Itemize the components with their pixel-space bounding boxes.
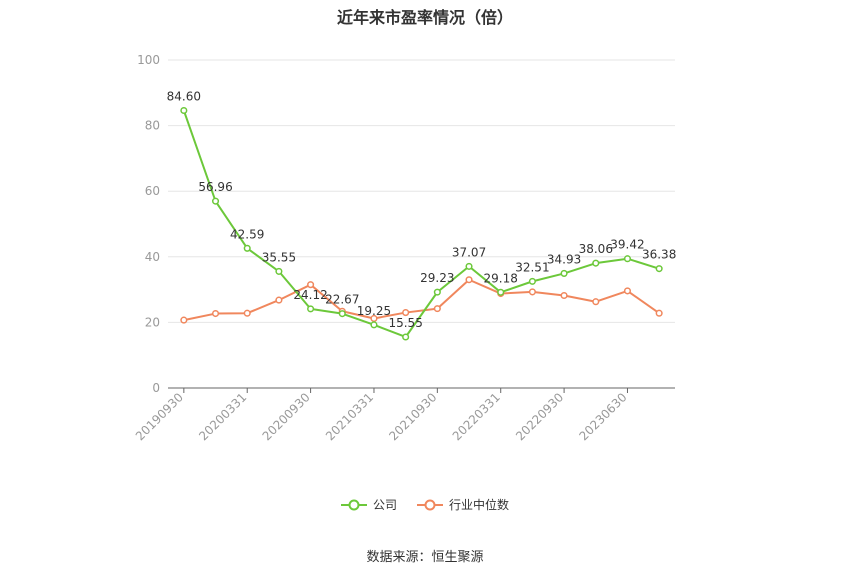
data-point-company bbox=[592, 259, 600, 267]
data-point-industry bbox=[275, 296, 283, 304]
data-label-company: 36.38 bbox=[642, 248, 676, 262]
data-label-company: 29.18 bbox=[484, 271, 518, 285]
data-label-company: 22.67 bbox=[325, 293, 359, 307]
data-point-industry bbox=[623, 287, 632, 295]
y-tick-label: 40 bbox=[145, 250, 160, 264]
data-point-company bbox=[211, 197, 220, 205]
data-label-company: 15.55 bbox=[388, 316, 422, 330]
data-label-company: 34.93 bbox=[547, 252, 581, 266]
x-tick-label: 20210930 bbox=[386, 390, 439, 443]
data-label-company: 42.59 bbox=[230, 227, 264, 241]
legend: 公司 行业中位数 bbox=[0, 496, 850, 513]
data-point-company bbox=[275, 267, 283, 275]
series-line-industry bbox=[183, 278, 660, 322]
data-point-company bbox=[180, 106, 188, 115]
data-point-company bbox=[433, 288, 441, 296]
data-point-industry bbox=[402, 309, 410, 317]
data-point-industry bbox=[560, 291, 568, 300]
data-point-company bbox=[370, 321, 378, 329]
data-point-industry bbox=[211, 309, 220, 318]
x-tick-label: 20200331 bbox=[196, 390, 249, 443]
data-point-company bbox=[465, 262, 473, 270]
legend-marker-industry bbox=[417, 499, 443, 510]
y-tick-label: 100 bbox=[137, 53, 160, 67]
legend-label-industry: 行业中位数 bbox=[449, 498, 510, 512]
x-tick-label: 20220331 bbox=[450, 390, 503, 443]
data-point-industry bbox=[433, 305, 441, 313]
legend-label-company: 公司 bbox=[372, 498, 397, 512]
data-point-company bbox=[560, 269, 568, 277]
data-label-company: 35.55 bbox=[262, 250, 296, 264]
x-tick-label: 20210331 bbox=[323, 390, 376, 443]
data-point-industry bbox=[370, 314, 378, 323]
data-point-industry bbox=[243, 309, 251, 317]
data-point-company bbox=[623, 255, 632, 263]
x-tick-label: 20220930 bbox=[513, 390, 566, 443]
y-tick-label: 0 bbox=[152, 381, 160, 395]
data-label-company: 84.60 bbox=[167, 90, 201, 104]
data-point-company bbox=[338, 310, 346, 318]
data-point-company bbox=[528, 277, 536, 285]
data-label-company: 32.51 bbox=[515, 260, 549, 274]
series-line-company bbox=[182, 110, 660, 338]
y-tick-label: 20 bbox=[145, 315, 160, 329]
data-label-company: 29.23 bbox=[420, 271, 454, 285]
data-point-industry bbox=[655, 309, 663, 317]
data-point-industry bbox=[180, 316, 188, 324]
data-point-company bbox=[402, 333, 410, 341]
data-label-company: 37.07 bbox=[452, 245, 486, 259]
data-point-industry bbox=[592, 298, 600, 306]
source-note: 数据来源：恒生聚源 bbox=[366, 550, 484, 565]
legend-item-company[interactable]: 公司 bbox=[340, 496, 397, 513]
chart-title: 近年来市盈率情况（倍） bbox=[336, 8, 513, 27]
data-label-company: 38.06 bbox=[579, 242, 613, 256]
data-point-company bbox=[307, 305, 315, 313]
legend-marker-company bbox=[340, 499, 367, 510]
data-label-company: 56.96 bbox=[198, 180, 232, 194]
x-tick-label: 20190930 bbox=[133, 390, 186, 443]
data-point-industry bbox=[465, 276, 473, 284]
data-point-company bbox=[243, 244, 251, 252]
x-tick-label: 20200930 bbox=[260, 390, 313, 443]
data-label-company: 24.12 bbox=[293, 288, 327, 302]
data-point-industry bbox=[528, 288, 536, 296]
y-tick-label: 80 bbox=[145, 119, 160, 133]
data-label-company: 39.42 bbox=[610, 238, 644, 252]
data-point-company bbox=[655, 265, 663, 273]
data-point-company bbox=[497, 288, 505, 296]
data-label-company: 19.25 bbox=[357, 304, 391, 318]
y-tick-label: 60 bbox=[145, 184, 160, 198]
x-tick-label: 20230630 bbox=[577, 390, 630, 443]
data-point-industry bbox=[307, 281, 315, 289]
legend-item-industry[interactable]: 行业中位数 bbox=[417, 496, 509, 513]
